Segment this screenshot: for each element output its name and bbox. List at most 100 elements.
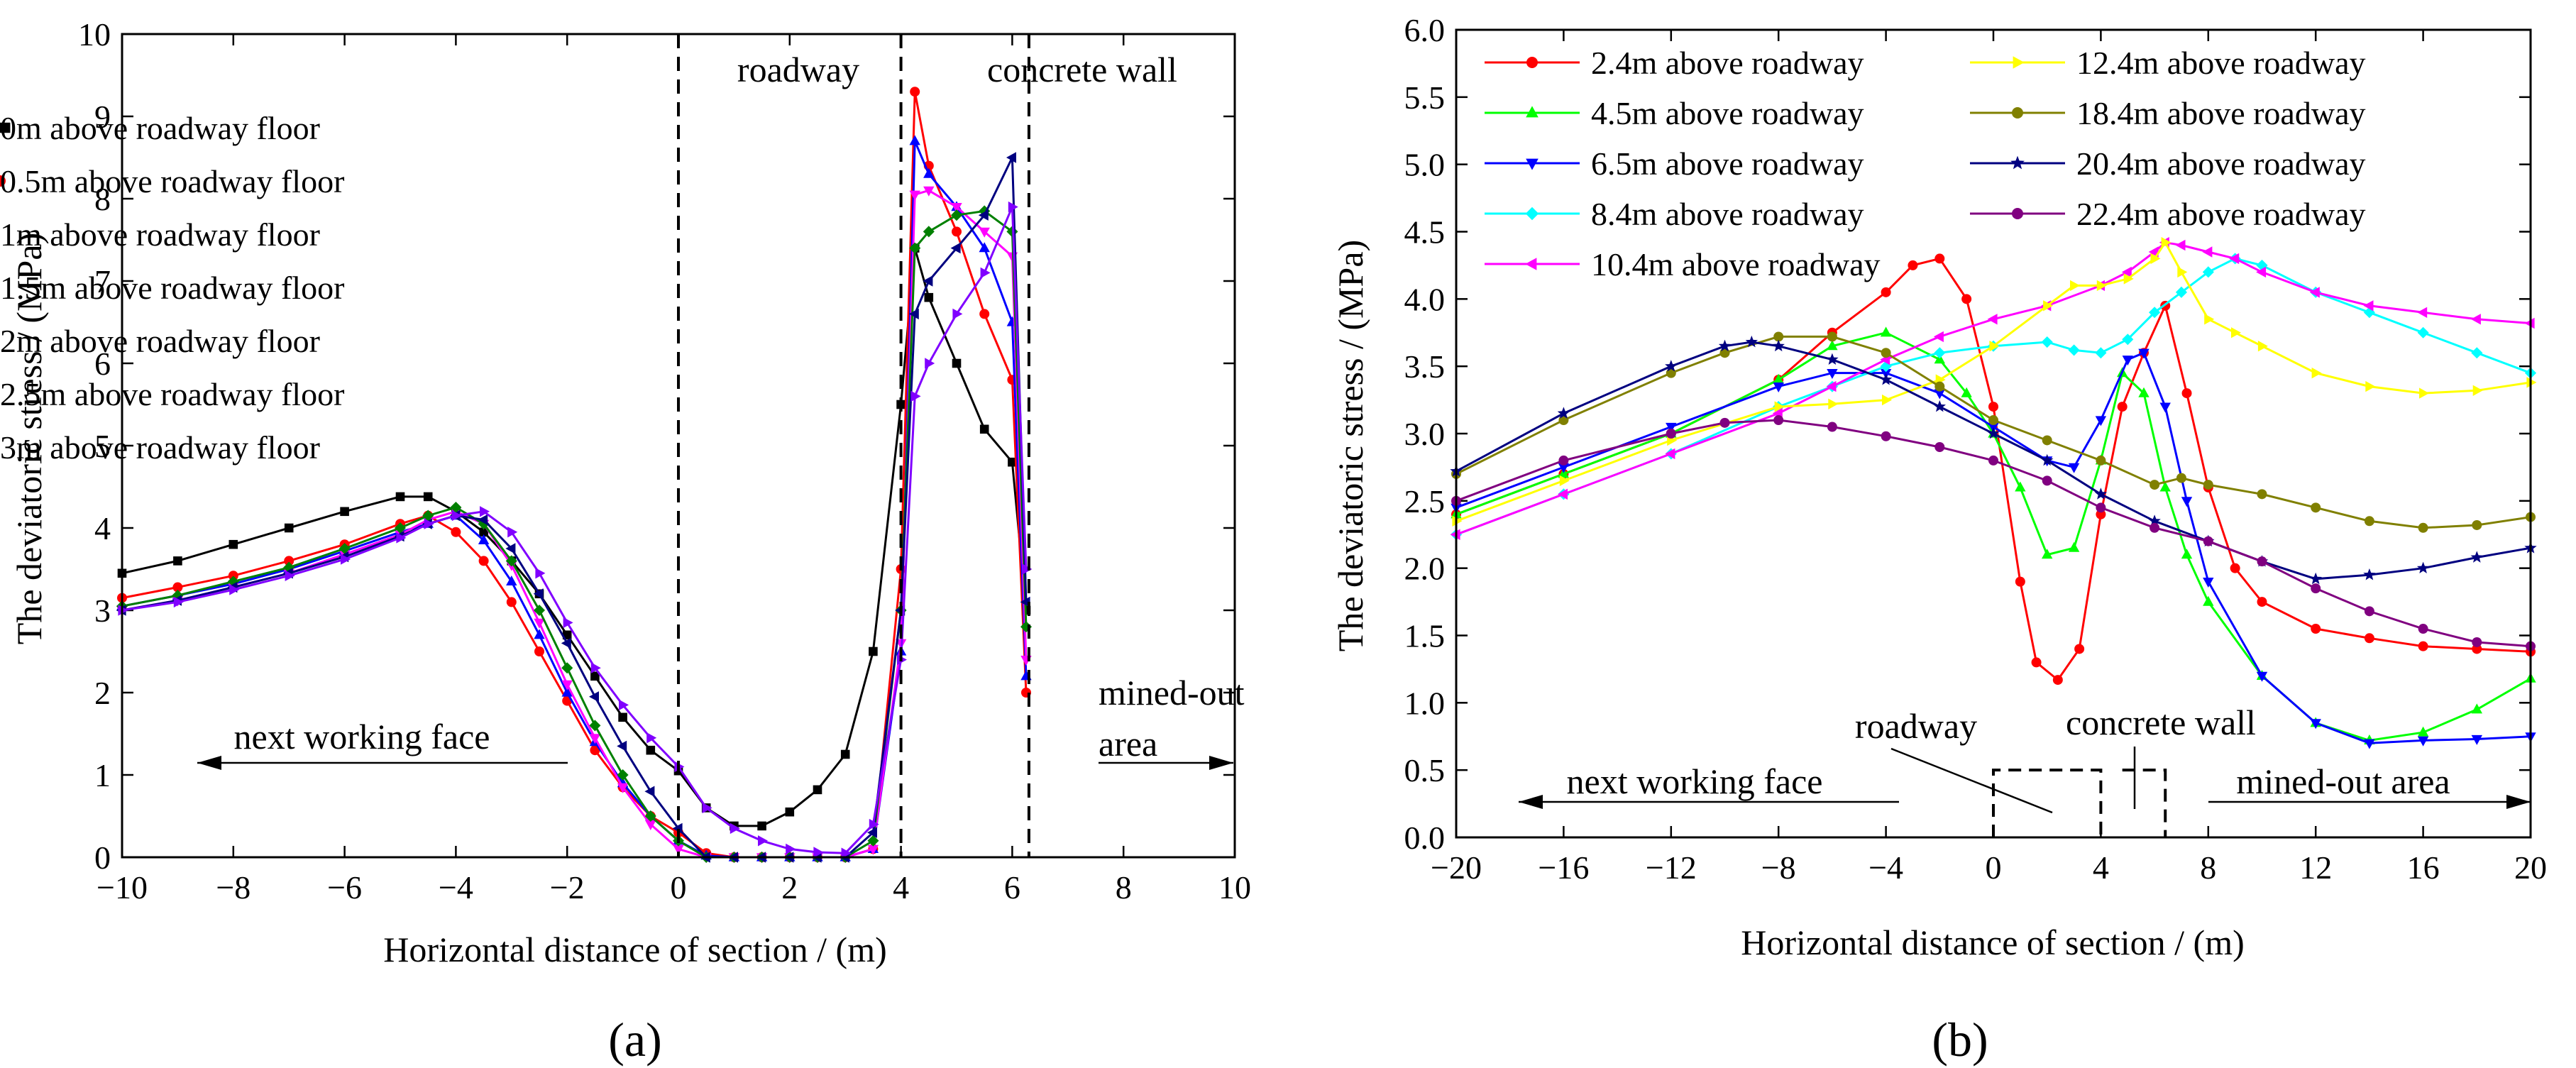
- data-point-b-8: [1826, 353, 1839, 365]
- legend-item-a-4: 1.5m above roadway floor: [0, 270, 344, 306]
- data-point-b-8: [1557, 407, 1570, 419]
- y-tick-label-a: 5: [94, 428, 111, 464]
- legend-item-b-1: 2.4m above roadway: [1485, 45, 1864, 81]
- series-line-b-7: [1455, 335, 2531, 529]
- legend-item-b-5: 10.4m above roadway: [1485, 246, 1881, 282]
- data-point-b-3: [2471, 734, 2482, 745]
- data-point-a-7: [730, 822, 740, 835]
- annotation-next-working-face-a: next working face: [234, 717, 490, 756]
- data-point-b-4: [2122, 334, 2134, 346]
- data-point-a-1: [840, 749, 850, 759]
- data-point-a-7: [173, 596, 184, 608]
- data-point-b-8: [2094, 488, 2108, 500]
- data-point-a-3: [979, 242, 990, 253]
- data-point-b-8: [1933, 400, 1946, 412]
- x-tick-label-a: −6: [327, 869, 362, 905]
- data-point-a-1: [924, 292, 934, 302]
- data-point-b-1: [1881, 287, 1891, 297]
- legend-marker-b: [1526, 158, 1539, 170]
- series-a-7: [118, 201, 1033, 859]
- x-tick-label-a: 4: [893, 869, 909, 905]
- data-point-a-7: [619, 699, 629, 711]
- data-point-b-1: [1988, 402, 1998, 412]
- data-point-b-8: [1718, 339, 1732, 352]
- data-point-b-3: [2364, 739, 2375, 749]
- data-point-b-9: [1773, 415, 1784, 426]
- data-point-a-2: [228, 571, 238, 581]
- data-point-b-4: [2149, 307, 2161, 319]
- data-point-b-1: [2015, 576, 2025, 587]
- annotation-concrete-wall-a: concrete wall: [987, 50, 1177, 89]
- legend-item-a-1: 0m above roadway floor: [0, 110, 320, 146]
- data-point-b-1: [1934, 253, 1945, 264]
- data-point-b-8: [2309, 572, 2322, 585]
- legend-label-b: 12.4m above roadway: [2076, 45, 2366, 81]
- series-line-b-3: [1455, 351, 2531, 744]
- data-point-b-4: [1934, 347, 1946, 359]
- data-point-b-3: [1827, 369, 1838, 379]
- data-point-b-7: [1881, 348, 1891, 358]
- data-point-a-7: [646, 732, 657, 744]
- leader-roadway-b: [1890, 747, 2053, 814]
- data-point-b-3: [2417, 736, 2429, 747]
- data-point-b-2: [2471, 703, 2482, 714]
- panel-label-b: (b): [1932, 1013, 1988, 1067]
- data-point-b-7: [2472, 519, 2482, 530]
- legend-label-a: 1.5m above roadway floor: [0, 270, 344, 306]
- data-point-a-7: [396, 532, 407, 544]
- data-point-b-1: [2257, 597, 2267, 607]
- data-point-b-6: [2257, 341, 2268, 352]
- data-point-b-4: [2256, 259, 2268, 271]
- data-point-b-8: [2148, 514, 2161, 527]
- data-point-a-7: [925, 358, 935, 369]
- data-point-b-1: [2052, 675, 2063, 686]
- data-point-b-5: [1558, 488, 1568, 500]
- legend-item-a-2: 0.5m above roadway floor: [0, 163, 344, 199]
- data-point-a-7: [786, 843, 796, 855]
- data-point-b-3: [2181, 497, 2193, 507]
- data-point-a-5: [505, 555, 517, 567]
- data-point-b-7: [2096, 455, 2106, 466]
- x-tick-label-b: −4: [1868, 849, 1903, 886]
- panel-label-a: (a): [608, 1013, 661, 1067]
- y-axis-title-a: The deviatoric stress / (MPa): [9, 233, 49, 644]
- data-point-a-1: [869, 646, 878, 656]
- data-point-a-6: [672, 822, 683, 835]
- data-point-b-2: [2068, 541, 2080, 552]
- data-point-a-7: [869, 818, 879, 830]
- data-point-a-1: [785, 807, 795, 817]
- arrow-mined-out-a-head-right: [1209, 756, 1233, 770]
- series-b-3: [1451, 348, 2536, 749]
- data-point-b-1: [2031, 657, 2042, 668]
- annotation-mined-out-area-b: mined-out area: [2236, 761, 2450, 801]
- x-tick-label-b: −20: [1431, 849, 1482, 886]
- data-point-b-5: [2417, 307, 2428, 318]
- series-b-7: [1451, 331, 2536, 533]
- series-line-a-7: [121, 207, 1028, 854]
- data-point-b-1: [2117, 402, 2128, 412]
- legend-item-a-3: 1m above roadway floor: [0, 216, 320, 253]
- arrow-mined-out-a: [1099, 756, 1233, 770]
- data-point-b-8: [1745, 335, 1758, 348]
- data-point-b-9: [2364, 606, 2374, 617]
- data-point-b-6: [2070, 280, 2080, 292]
- data-point-b-6: [2231, 327, 2241, 338]
- data-point-b-3: [2095, 416, 2107, 426]
- y-tick-label-b: 4.0: [1404, 281, 1446, 317]
- data-point-b-8: [2416, 561, 2430, 573]
- data-point-a-2: [979, 309, 990, 319]
- data-point-a-1: [590, 671, 600, 681]
- data-point-a-4: [951, 203, 962, 213]
- data-point-b-7: [1719, 348, 1730, 358]
- data-point-b-1: [2418, 641, 2428, 651]
- data-point-a-2: [506, 597, 517, 607]
- data-point-a-5: [450, 502, 462, 513]
- data-point-b-1: [2181, 388, 2192, 399]
- data-point-a-1: [173, 556, 182, 566]
- arrow-mined-out-area-b: [2208, 795, 2531, 809]
- series-line-b-5: [1455, 241, 2531, 536]
- data-point-b-7: [2257, 489, 2267, 500]
- data-point-b-6: [1989, 341, 2000, 352]
- x-tick-label-a: 8: [1116, 869, 1132, 905]
- legend-label-b: 6.5m above roadway: [1591, 145, 1864, 182]
